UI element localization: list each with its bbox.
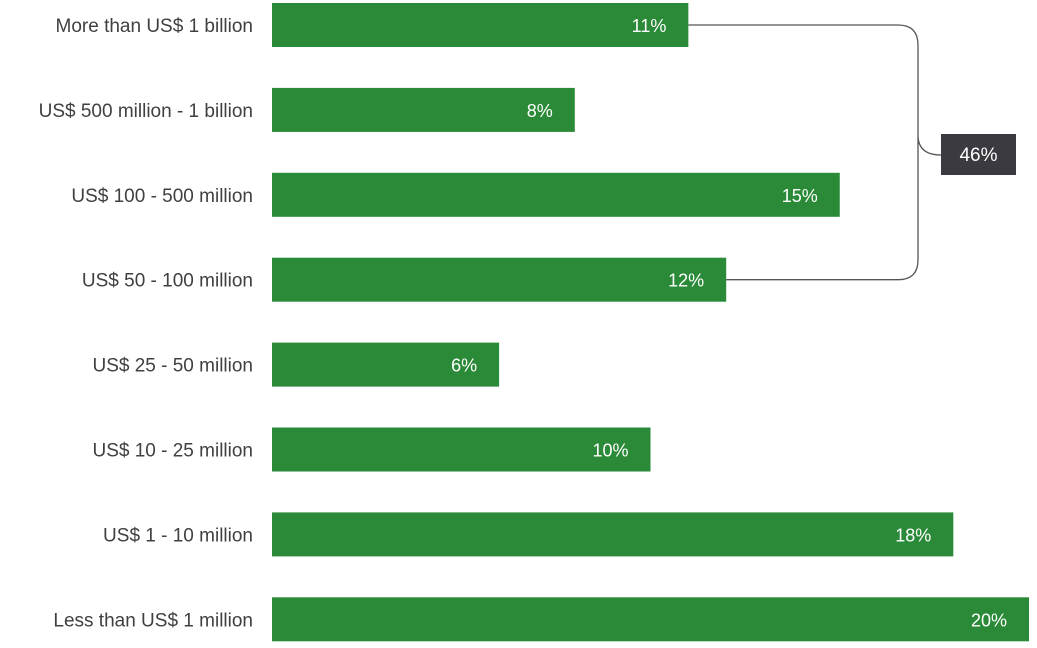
value-label: 10% [592, 441, 628, 461]
bracket-line [688, 24, 942, 281]
bar [272, 512, 954, 557]
category-label: US$ 25 - 50 million [92, 356, 253, 377]
bars-layer [272, 3, 1029, 642]
category-label: US$ 500 million - 1 billion [39, 101, 253, 122]
bar [272, 172, 840, 217]
bar [272, 597, 1029, 642]
labels-layer: More than US$ 1 billion 11% US$ 500 millio… [39, 16, 1007, 631]
bracket-callout-box [941, 134, 1016, 175]
category-label: More than US$ 1 billion [56, 16, 254, 37]
bar [272, 87, 575, 132]
value-label: 8% [527, 101, 553, 121]
bar [272, 3, 689, 47]
value-label: 20% [971, 610, 1007, 630]
category-label: US$ 50 - 100 million [82, 271, 253, 292]
bar [272, 257, 727, 302]
value-label: 12% [668, 271, 704, 291]
bracket-group: 46% [688, 24, 1016, 281]
category-label: US$ 100 - 500 million [71, 186, 253, 207]
value-label: 15% [782, 186, 818, 206]
value-label: 11% [632, 16, 667, 36]
category-label: Less than US$ 1 million [53, 610, 253, 631]
category-label: US$ 10 - 25 million [92, 441, 253, 462]
bracket-callout-label: 46% [959, 145, 997, 166]
bar [272, 342, 500, 387]
category-label: US$ 1 - 10 million [103, 525, 253, 546]
bar [272, 427, 651, 472]
value-label: 6% [451, 356, 477, 376]
value-label: 18% [895, 525, 931, 545]
